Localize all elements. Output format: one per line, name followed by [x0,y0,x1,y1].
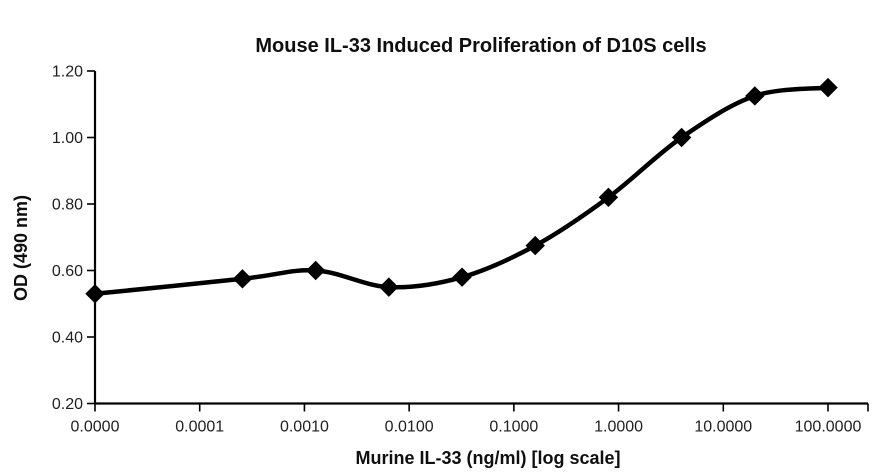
axes-layer [87,70,869,412]
tick-labels-layer: 1.20 1.00 0.80 0.60 0.40 0.20 0.0000 0.0001 0.00… [52,64,862,436]
y-tick-label: 0.60 [52,263,83,280]
data-point-marker [232,269,253,289]
data-point-marker [818,77,838,98]
data-point-marker [671,127,692,148]
data-point-marker [452,267,472,287]
data-point-marker [379,277,399,297]
x-tick-label: 0.1000 [489,419,538,436]
x-tick-label: 10.0000 [694,419,752,436]
x-tick-label: 100.0000 [795,419,862,436]
y-tick-label: 0.40 [52,330,83,347]
series-layer [85,77,838,304]
series-curve [92,85,831,297]
y-tick-label: 1.00 [52,130,83,147]
data-point-marker [745,86,765,106]
x-tick-label: 0.0100 [385,419,434,436]
y-tick-label: 1.20 [52,64,83,81]
x-tick-label: 0.0010 [280,419,329,436]
y-tick-label: 0.80 [52,197,83,214]
x-tick-label: 0.0001 [175,419,224,436]
data-point-marker [305,260,326,281]
y-axis-title: OD (490 nm) [11,195,31,301]
data-point-marker [598,187,619,208]
x-tick-label: 1.0000 [594,419,643,436]
y-tick-label: 0.20 [52,396,83,413]
chart-title: Mouse IL-33 Induced Proliferation of D10… [255,35,706,57]
x-axis-title: Murine IL-33 (ng/ml) [log scale] [355,448,620,468]
data-point-marker [85,284,105,304]
data-point-marker [525,235,545,256]
x-tick-label: 0.0000 [71,419,120,436]
